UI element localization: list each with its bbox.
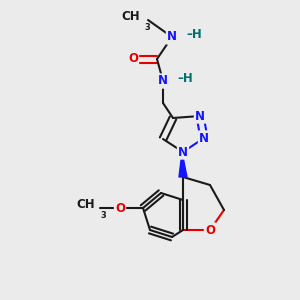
Text: N: N	[199, 131, 209, 145]
Text: O: O	[115, 202, 125, 214]
Text: N: N	[195, 110, 205, 122]
Text: O: O	[205, 224, 215, 236]
Text: –H: –H	[177, 73, 193, 85]
Text: CH: CH	[122, 11, 140, 23]
Polygon shape	[179, 152, 187, 177]
Text: CH: CH	[76, 199, 95, 212]
Text: N: N	[167, 31, 177, 44]
Text: –H: –H	[186, 28, 202, 40]
Text: 3: 3	[100, 211, 106, 220]
Text: O: O	[128, 52, 138, 65]
Text: 3: 3	[144, 23, 150, 32]
Text: N: N	[158, 74, 168, 88]
Text: N: N	[178, 146, 188, 158]
